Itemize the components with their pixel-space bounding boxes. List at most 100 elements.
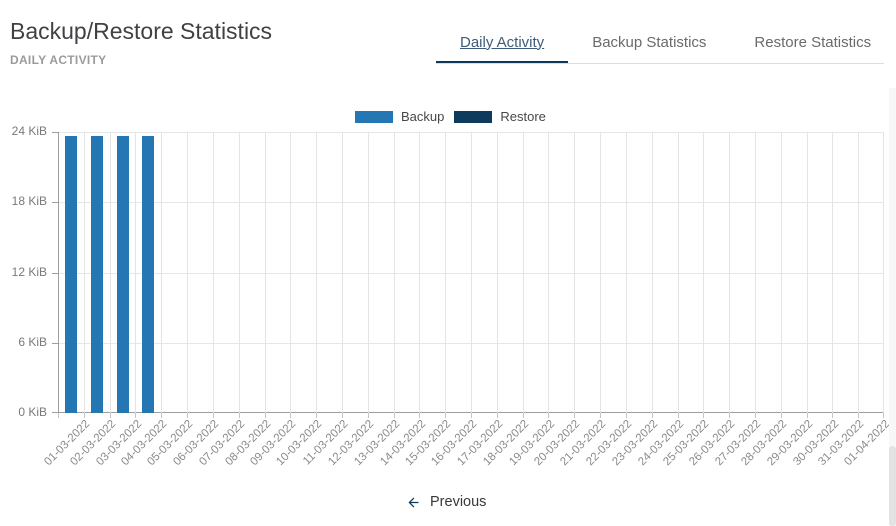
v-gridline	[806, 132, 808, 413]
v-gridline	[109, 132, 111, 413]
v-gridline	[290, 132, 292, 413]
x-axis-tick	[419, 413, 421, 418]
v-gridline	[729, 132, 731, 413]
v-gridline	[161, 132, 163, 413]
legend-label-restore: Restore	[500, 109, 546, 124]
scrollbar-track[interactable]	[889, 88, 896, 526]
x-axis-tick	[316, 413, 318, 418]
x-axis-tick	[548, 413, 550, 418]
v-gridline	[471, 132, 472, 413]
x-axis-tick	[187, 413, 189, 418]
x-axis-tick	[522, 413, 524, 418]
x-axis-tick	[161, 413, 163, 418]
y-axis-label: 18 KiB	[11, 194, 47, 209]
legend-swatch-restore	[454, 110, 493, 123]
x-axis-tick	[754, 413, 756, 418]
bar-backup	[64, 135, 77, 413]
x-axis-tick	[651, 413, 653, 418]
v-gridline	[135, 132, 137, 413]
tab-divider	[436, 63, 884, 64]
v-gridline	[83, 132, 85, 413]
x-axis-tick	[883, 413, 884, 418]
y-axis-label: 6 KiB	[18, 334, 47, 349]
chart-area: 24 KiB 18 KiB 12 KiB 6 KiB 0 KiB 01-03-2022 02…	[12, 124, 893, 468]
bar-backup	[90, 135, 103, 413]
v-gridline	[883, 132, 884, 413]
v-gridline	[238, 132, 240, 413]
y-axis-tick	[52, 202, 58, 204]
x-axis-tick	[83, 413, 85, 418]
x-axis-tick	[212, 413, 214, 418]
section-subtitle: DAILY ACTIVITY	[10, 53, 107, 67]
x-axis-tick	[858, 413, 860, 418]
legend-swatch-backup	[355, 110, 393, 123]
v-gridline	[264, 132, 266, 413]
y-axis-label: 12 KiB	[11, 264, 47, 279]
x-axis-tick	[729, 413, 731, 418]
v-gridline	[419, 132, 421, 413]
y-axis-tick	[52, 412, 58, 413]
x-axis-tick	[445, 413, 447, 418]
y-axis-tick	[52, 272, 58, 274]
v-gridline	[858, 132, 860, 413]
v-gridline	[600, 132, 602, 413]
v-gridline	[832, 132, 834, 413]
v-gridline	[496, 132, 498, 413]
legend-item-restore: Restore	[454, 109, 546, 124]
bar-backup	[116, 135, 129, 413]
v-gridline	[341, 132, 343, 413]
previous-button[interactable]: Previous	[406, 494, 486, 510]
x-axis-tick	[832, 413, 834, 418]
bar-backup	[142, 135, 155, 413]
tab-daily-activity[interactable]: Daily Activity	[436, 21, 569, 64]
legend-item-backup: Backup	[355, 109, 444, 124]
x-axis-tick	[574, 413, 576, 418]
x-axis-tick	[703, 413, 705, 418]
x-axis-tick	[780, 413, 782, 418]
x-axis-tick	[341, 413, 343, 418]
x-axis-tick	[393, 413, 395, 418]
x-axis-tick	[367, 413, 369, 418]
x-axis-tick	[290, 413, 292, 418]
v-gridline	[548, 132, 550, 413]
x-axis-tick	[677, 413, 679, 418]
x-axis-tick	[264, 413, 266, 418]
tab-backup-statistics[interactable]: Backup Statistics	[592, 33, 707, 51]
v-gridline	[780, 132, 782, 413]
chart-legend: Backup Restore	[355, 109, 546, 124]
y-axis-label: 24 KiB	[11, 124, 47, 138]
x-axis-tick	[238, 413, 240, 418]
x-axis-tick	[109, 413, 111, 418]
x-axis-tick	[806, 413, 808, 418]
v-gridline	[393, 132, 395, 413]
y-axis-tick	[52, 132, 58, 133]
scrollbar-thumb[interactable]	[889, 446, 896, 526]
tab-bar: Daily Activity Backup Statistics Restore…	[436, 21, 895, 64]
page-title: Backup/Restore Statistics	[10, 18, 273, 44]
v-gridline	[212, 132, 214, 413]
y-axis-label: 0 KiB	[18, 405, 47, 419]
v-gridline	[754, 132, 756, 413]
v-gridline	[187, 132, 189, 413]
v-gridline	[651, 132, 653, 413]
v-gridline	[677, 132, 679, 413]
legend-label-backup: Backup	[401, 109, 445, 124]
v-gridline	[522, 132, 524, 413]
v-gridline	[445, 132, 447, 413]
x-axis-tick	[58, 413, 59, 418]
y-axis-line	[58, 132, 59, 413]
v-gridline	[574, 132, 576, 413]
v-gridline	[703, 132, 705, 413]
v-gridline	[367, 132, 369, 413]
x-axis-tick	[600, 413, 602, 418]
v-gridline	[316, 132, 318, 413]
y-axis-tick	[52, 342, 58, 344]
arrow-left-icon	[406, 495, 421, 510]
x-axis-tick	[135, 413, 137, 418]
x-axis-tick	[471, 413, 472, 418]
x-axis-tick	[625, 413, 627, 418]
tab-restore-statistics[interactable]: Restore Statistics	[754, 33, 872, 51]
v-gridline	[625, 132, 627, 413]
x-axis-tick	[496, 413, 498, 418]
